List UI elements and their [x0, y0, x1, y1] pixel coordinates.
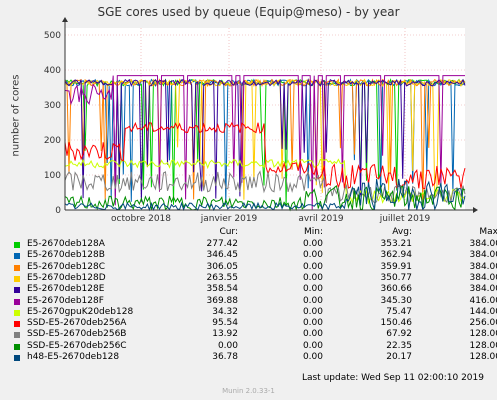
legend-cur-value: 0.00	[217, 340, 238, 351]
legend-cur-value: 95.54	[212, 318, 238, 329]
legend-max-value: 384.00	[469, 250, 497, 261]
legend-series-name: E5-2670deb128E	[27, 284, 105, 295]
chart-title: SGE cores used by queue (Equip@meso) - b…	[97, 5, 400, 19]
legend-avg-value: 20.17	[386, 352, 412, 362]
legend-avg-value: 22.35	[386, 340, 412, 351]
header-cur: Cur:	[219, 227, 238, 237]
legend-max-value: 384.00	[469, 272, 497, 283]
legend-series-name: E5-2670deb128C	[27, 261, 105, 272]
legend-avg-value: 362.94	[380, 250, 413, 261]
y-tick-label: 500	[44, 31, 61, 41]
y-tick-label: 400	[44, 66, 61, 76]
legend-min-value: 0.00	[302, 239, 323, 249]
header-avg: Avg:	[392, 227, 412, 237]
x-tick-label: octobre 2018	[111, 214, 171, 224]
legend-min-value: 0.00	[302, 272, 323, 283]
legend-min-value: 0.00	[302, 329, 323, 340]
y-tick-label: 0	[55, 206, 61, 216]
legend-swatch	[14, 343, 20, 350]
legend-avg-value: 345.30	[380, 295, 413, 306]
legend-cur-value: 36.78	[212, 352, 238, 362]
legend-min-value: 0.00	[302, 284, 323, 295]
legend-min-value: 0.00	[302, 318, 323, 329]
legend-max-value: 144.00	[469, 306, 497, 317]
legend-swatch	[14, 298, 20, 305]
series-line	[64, 184, 466, 212]
last-update: Last update: Wed Sep 11 02:00:10 2019	[301, 373, 484, 383]
legend-min-value: 0.00	[302, 261, 323, 272]
legend-swatch	[14, 355, 20, 361]
legend-max-value: 128.00	[469, 340, 497, 351]
x-tick-label: janvier 2019	[200, 214, 258, 224]
legend-max-value: 384.00	[469, 284, 497, 295]
x-axis-arrow	[473, 207, 478, 213]
legend-max-value: 128.00	[469, 352, 497, 362]
legend-swatch	[14, 309, 20, 316]
legend-series-name: SSD-E5-2670deb256B	[27, 329, 127, 340]
legend-max-value: 256.00	[469, 318, 497, 329]
legend-cur-value: 13.92	[212, 329, 238, 340]
legend-avg-value: 67.92	[386, 329, 412, 340]
legend-avg-value: 359.91	[380, 261, 413, 272]
y-tick-label: 200	[44, 136, 61, 146]
legend-max-value: 416.00	[469, 295, 497, 306]
legend-max-value: 384.00	[469, 239, 497, 249]
legend-cur-value: 358.54	[206, 284, 239, 295]
legend-min-value: 0.00	[302, 295, 323, 306]
legend-cur-value: 346.45	[206, 250, 239, 261]
legend-min-value: 0.00	[302, 352, 323, 362]
y-axis-arrow	[62, 17, 68, 22]
x-tick-label: juillet 2019	[379, 214, 431, 224]
header-max: Max:	[479, 227, 497, 237]
legend-swatch	[14, 332, 20, 339]
series-line	[64, 78, 466, 202]
legend-series-name: E5-2670gpuK20deb128	[27, 306, 134, 317]
legend-swatch	[14, 275, 20, 282]
y-tick-label: 100	[44, 171, 61, 181]
munin-version: Munin 2.0.33-1	[222, 387, 275, 395]
legend-avg-value: 353.21	[380, 239, 413, 249]
legend-series-name: E5-2670deb128B	[27, 250, 105, 261]
legend-series-name: h48-E5-2670deb128	[27, 352, 120, 362]
legend-avg-value: 360.66	[380, 284, 413, 295]
legend-min-value: 0.00	[302, 250, 323, 261]
legend-min-value: 0.00	[302, 306, 323, 317]
legend-series-name: E5-2670deb128F	[27, 295, 104, 306]
legend-swatch	[14, 287, 20, 294]
legend-series-name: E5-2670deb128A	[27, 239, 105, 249]
legend-swatch	[14, 242, 20, 248]
legend-avg-value: 150.46	[380, 318, 413, 329]
series-line	[64, 178, 466, 212]
series-line	[64, 75, 465, 210]
legend-cur-value: 369.88	[206, 295, 239, 306]
legend-swatch	[14, 264, 20, 271]
header-min: Min:	[303, 227, 323, 237]
legend-max-value: 128.00	[469, 329, 497, 340]
legend-cur-value: 263.55	[206, 272, 239, 283]
legend-min-value: 0.00	[302, 340, 323, 351]
legend-avg-value: 75.47	[386, 306, 412, 317]
legend-cur-value: 34.32	[212, 306, 238, 317]
legend-swatch	[14, 321, 20, 328]
legend-cur-value: 306.05	[206, 261, 239, 272]
y-tick-label: 300	[44, 101, 61, 111]
legend-cur-value: 277.42	[206, 239, 239, 249]
legend-swatch	[14, 253, 20, 260]
legend-series-name: SSD-E5-2670deb256A	[27, 318, 127, 329]
series-line	[64, 158, 466, 205]
x-tick-label: avril 2019	[298, 214, 344, 224]
legend-avg-value: 350.77	[380, 272, 413, 283]
legend-max-value: 384.00	[469, 261, 497, 272]
legend-series-name: E5-2670deb128D	[27, 272, 106, 283]
legend-series-name: SSD-E5-2670deb256C	[27, 340, 127, 351]
chart-plot: 0 100 200 300 400 500 octobre 2018 janvier 2019…	[44, 17, 478, 224]
